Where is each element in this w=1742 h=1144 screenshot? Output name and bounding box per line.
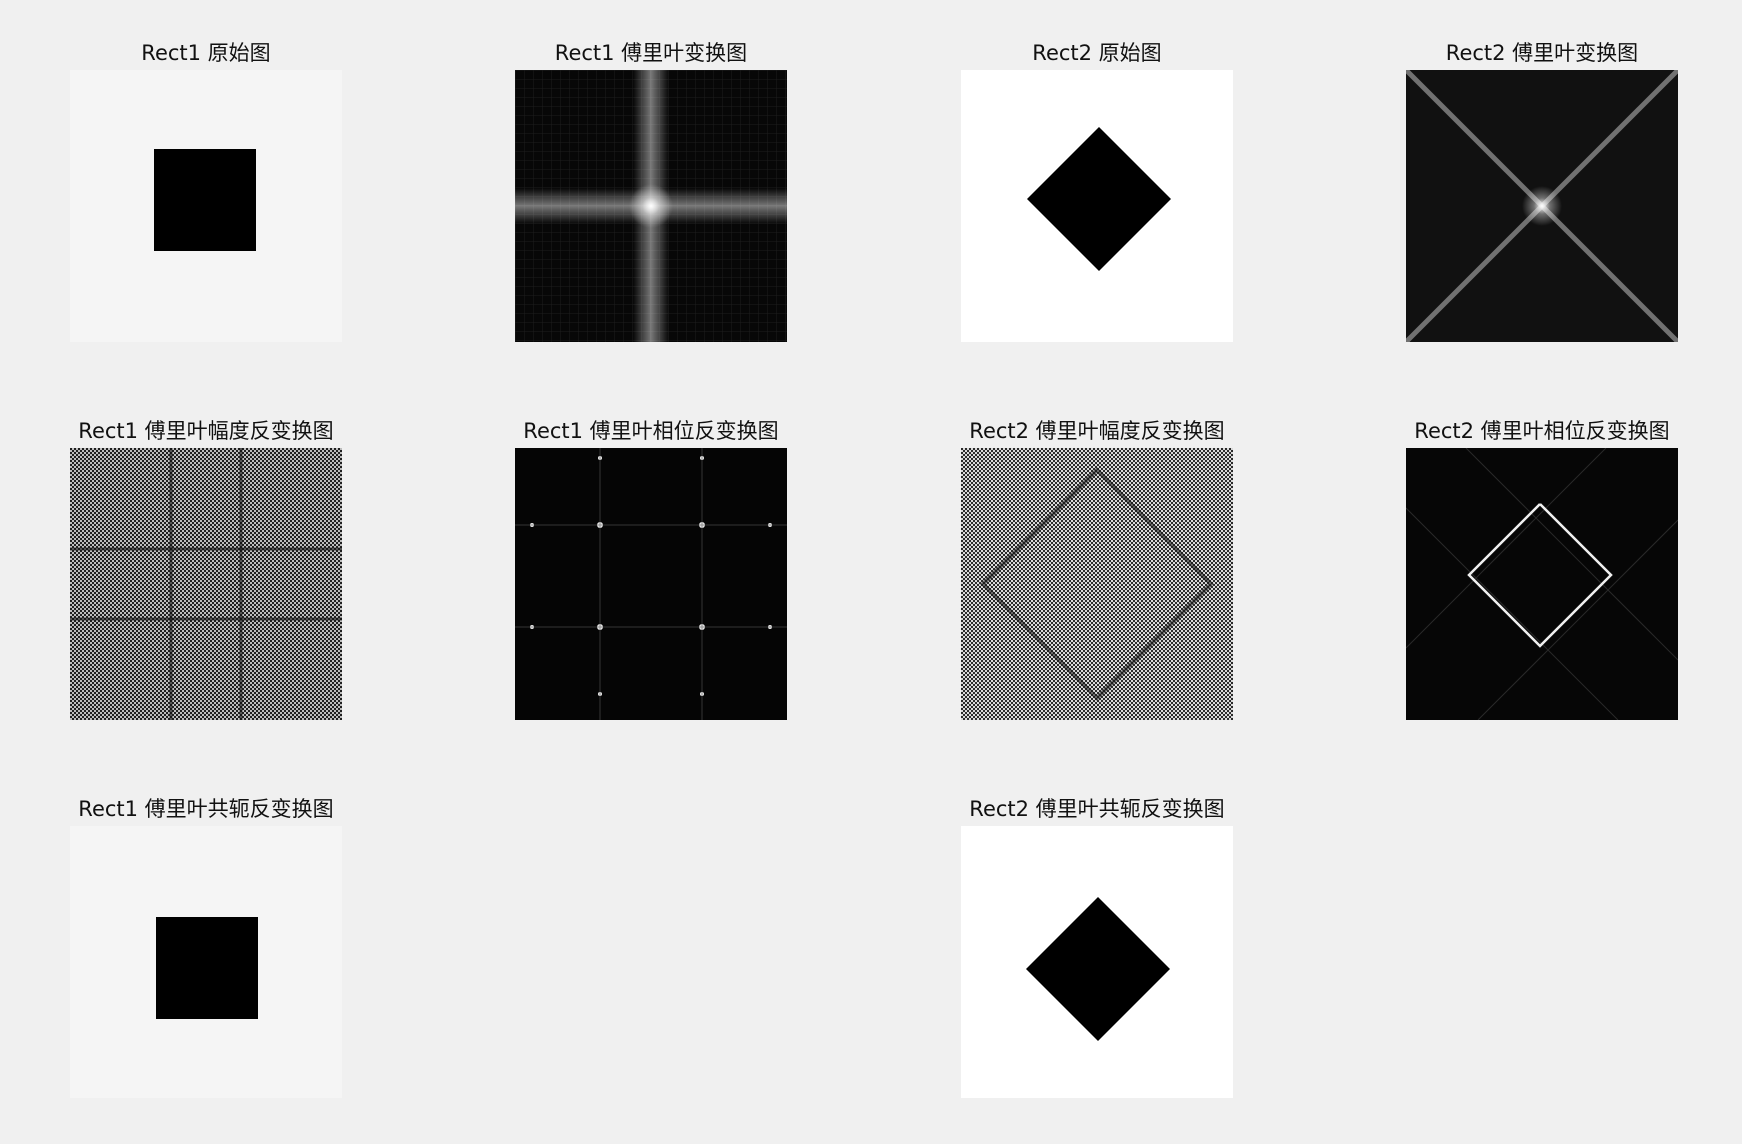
panel-title: Rect1 原始图: [141, 41, 271, 65]
rect2-mag-inv-image: [961, 448, 1233, 720]
panel-title: Rect2 傅里叶共轭反变换图: [969, 797, 1225, 821]
rect2-phase-inv-image: [1406, 448, 1678, 720]
rect2-fft-image: [1406, 70, 1678, 342]
rect1-conj-inv-image: [70, 826, 342, 1098]
rect1-phase-inv-image: [515, 448, 787, 720]
rect2-original-image: [961, 70, 1233, 342]
rect2-conj-inv-image: [961, 826, 1233, 1098]
panel-title: Rect1 傅里叶幅度反变换图: [78, 419, 334, 443]
panel-title: Rect1 傅里叶相位反变换图: [523, 419, 779, 443]
rect1-fft-image: [515, 70, 787, 342]
rect1-mag-inv-image: [70, 448, 342, 720]
panel-title: Rect2 傅里叶相位反变换图: [1414, 419, 1670, 443]
panel-title: Rect2 傅里叶变换图: [1445, 41, 1639, 65]
panel-title: Rect2 傅里叶幅度反变换图: [969, 419, 1225, 443]
panel-title: Rect1 傅里叶共轭反变换图: [78, 797, 334, 821]
rect1-original-image: [70, 70, 342, 342]
panel-title: Rect2 原始图: [1032, 41, 1162, 65]
panel-title: Rect1 傅里叶变换图: [554, 41, 748, 65]
